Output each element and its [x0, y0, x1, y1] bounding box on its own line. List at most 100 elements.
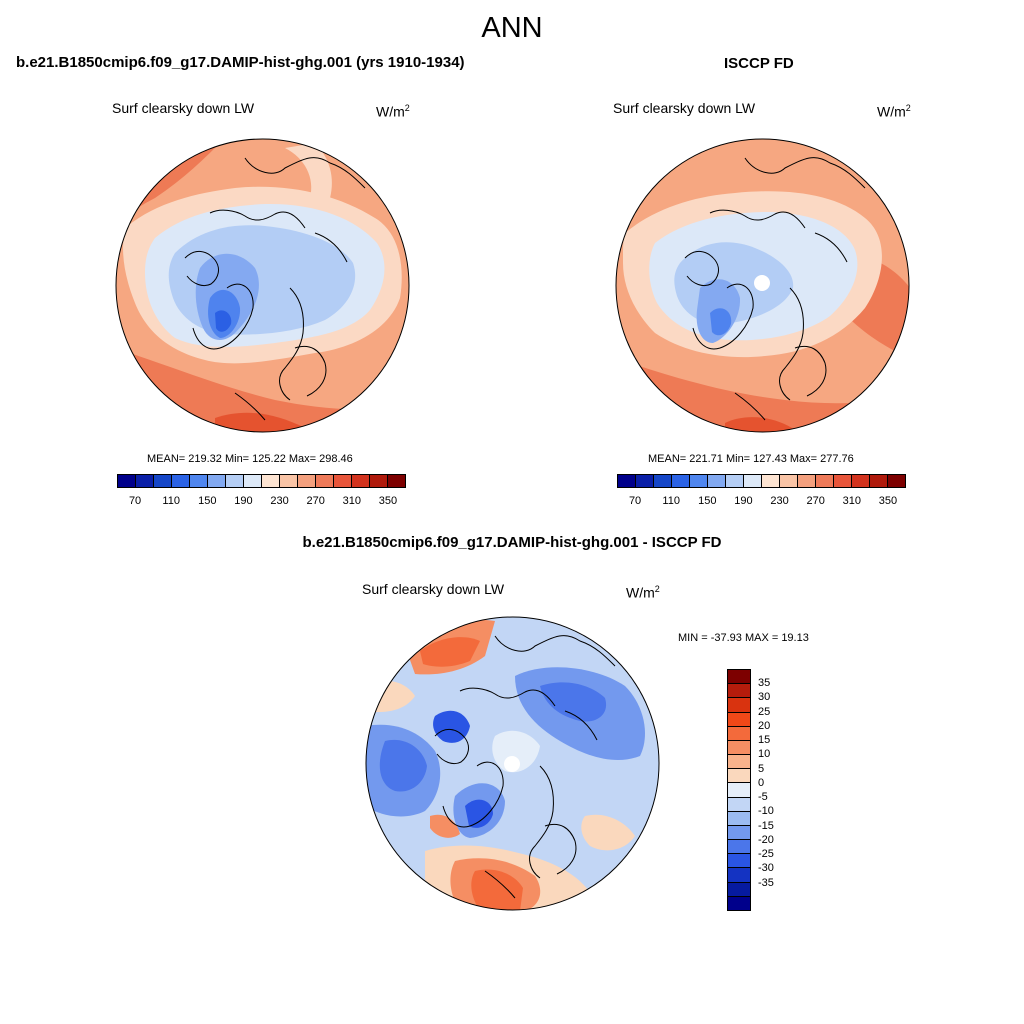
colorbar-tick-label: -30 — [758, 862, 774, 875]
colorbar-swatch — [728, 769, 750, 784]
colorbar-swatch — [728, 854, 750, 869]
panel-3-stats: MIN = -37.93 MAX = 19.13 — [678, 632, 809, 644]
colorbar-swatch — [636, 475, 654, 487]
panel-3-title: b.e21.B1850cmip6.f09_g17.DAMIP-hist-ghg.… — [302, 534, 722, 551]
colorbar-tick-label: 70 — [128, 495, 142, 507]
colorbar-swatch — [654, 475, 672, 487]
colorbar-swatch — [726, 475, 744, 487]
colorbar-tick-label: 110 — [662, 495, 680, 507]
colorbar-swatch — [352, 475, 370, 487]
colorbar-tick-label: -25 — [758, 848, 774, 861]
colorbar-swatch — [262, 475, 280, 487]
colorbar-swatch — [870, 475, 888, 487]
panel-2-polar-map — [615, 138, 910, 433]
colorbar-swatch — [762, 475, 780, 487]
colorbar-swatch — [798, 475, 816, 487]
colorbar-tick-label: 15 — [758, 734, 771, 747]
colorbar-swatch — [728, 825, 750, 841]
colorbar-swatch — [280, 475, 298, 487]
colorbar-swatch — [728, 684, 750, 699]
panel-2-variable-label: Surf clearsky down LW — [613, 100, 756, 116]
colorbar-tick-label: 230 — [270, 495, 289, 507]
panel-1-title: b.e21.B1850cmip6.f09_g17.DAMIP-hist-ghg.… — [16, 54, 465, 71]
colorbar-swatch — [690, 475, 708, 487]
colorbar-swatch — [728, 797, 750, 812]
colorbar-swatch — [118, 475, 136, 487]
panel-1-variable-label: Surf clearsky down LW — [112, 100, 255, 116]
colorbar-swatch — [154, 475, 172, 487]
colorbar-swatch — [834, 475, 852, 487]
colorbar-swatch — [244, 475, 262, 487]
colorbar-swatch — [816, 475, 834, 487]
colorbar-tick-label: 30 — [758, 691, 771, 704]
colorbar-tick-label: 350 — [878, 495, 898, 507]
colorbar-tick-label: 150 — [198, 495, 217, 507]
panel-1-stats: MEAN= 219.32 Min= 125.22 Max= 298.46 — [147, 453, 353, 465]
colorbar-tick-label: 20 — [758, 719, 771, 732]
colorbar-swatch — [728, 882, 750, 897]
colorbar-swatch — [334, 475, 352, 487]
colorbar-swatch — [780, 475, 798, 487]
colorbar-swatch — [298, 475, 316, 487]
colorbar-tick-label: 10 — [758, 748, 771, 761]
colorbar-swatch — [728, 670, 750, 685]
panel-3-polar-map — [365, 616, 660, 911]
panel-3-unit-label: W/m2 — [626, 584, 660, 601]
colorbar-swatch — [728, 712, 750, 727]
colorbar-swatch — [728, 698, 750, 713]
colorbar-tick-label: 25 — [758, 705, 771, 718]
colorbar-swatch — [728, 896, 750, 910]
colorbar-swatch — [728, 868, 750, 883]
panel-1-polar-map — [115, 138, 410, 433]
panel-2-title: ISCCP FD — [724, 55, 794, 72]
colorbar-tick-label: 270 — [806, 495, 825, 507]
colorbar-tick-label: -10 — [758, 805, 774, 818]
panel-3-colorbar — [727, 669, 751, 911]
panel-3-colorbar-ticks: 35 30 25 20 15 10 5 0 -5 -10 -15 -20 -25 -30 -35 — [758, 669, 798, 911]
colorbar-swatch — [136, 475, 154, 487]
colorbar-swatch — [370, 475, 388, 487]
panel-2-colorbar — [617, 474, 906, 488]
panel-2-unit-label: W/m2 — [877, 103, 911, 120]
colorbar-swatch — [728, 755, 750, 770]
colorbar-swatch — [852, 475, 870, 487]
colorbar-swatch — [316, 475, 334, 487]
colorbar-swatch — [728, 783, 750, 798]
colorbar-swatch — [208, 475, 226, 487]
colorbar-tick-label: 350 — [378, 495, 398, 507]
colorbar-swatch — [190, 475, 208, 487]
colorbar-tick-label: 110 — [162, 495, 180, 507]
colorbar-swatch — [888, 475, 905, 487]
colorbar-tick-label: 190 — [234, 495, 253, 507]
colorbar-tick-label: 70 — [628, 495, 642, 507]
colorbar-swatch — [618, 475, 636, 487]
panel-3-variable-label: Surf clearsky down LW — [362, 581, 505, 597]
colorbar-tick-label: 310 — [342, 495, 361, 507]
colorbar-tick-label: -15 — [758, 819, 774, 832]
colorbar-tick-label: 190 — [734, 495, 753, 507]
colorbar-tick-label: 230 — [770, 495, 789, 507]
colorbar-swatch — [728, 811, 750, 826]
colorbar-tick-label: 270 — [306, 495, 325, 507]
colorbar-swatch — [728, 840, 750, 855]
figure-title: ANN — [481, 12, 543, 44]
colorbar-tick-label: 150 — [698, 495, 717, 507]
colorbar-tick-label: -35 — [758, 876, 774, 889]
panel-2-stats: MEAN= 221.71 Min= 127.43 Max= 277.76 — [648, 453, 854, 465]
colorbar-tick-label: 35 — [758, 677, 771, 690]
colorbar-swatch — [728, 726, 750, 741]
colorbar-swatch — [728, 740, 750, 756]
colorbar-tick-label: 310 — [842, 495, 861, 507]
colorbar-swatch — [388, 475, 405, 487]
colorbar-tick-label: 0 — [758, 776, 765, 789]
colorbar-swatch — [172, 475, 190, 487]
colorbar-swatch — [744, 475, 762, 487]
colorbar-swatch — [226, 475, 244, 487]
colorbar-tick-label: -5 — [758, 791, 768, 804]
colorbar-tick-label: -20 — [758, 833, 774, 846]
colorbar-tick-label: 5 — [758, 762, 765, 775]
colorbar-swatch — [672, 475, 690, 487]
colorbar-swatch — [708, 475, 726, 487]
panel-1-colorbar — [117, 474, 406, 488]
panel-1-unit-label: W/m2 — [376, 103, 410, 120]
